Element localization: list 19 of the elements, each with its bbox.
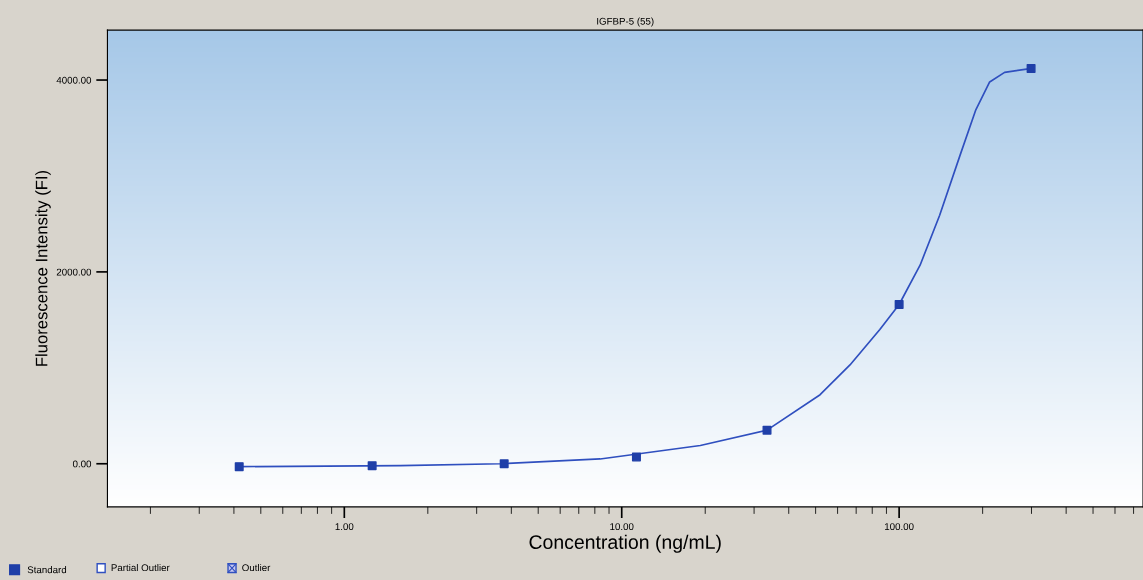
y-tick-label: 2000.00 (56, 268, 92, 276)
y-tick-label: 0.00 (72, 460, 92, 468)
x-tick-label: 1.00 (335, 523, 354, 531)
point (762, 425, 772, 435)
point (894, 300, 904, 310)
point (499, 459, 509, 469)
chart-title: IGFBP-5 (55) (597, 17, 654, 27)
y-axis-title: Fluorescence Intensity (FI) (35, 170, 51, 366)
point (631, 452, 641, 462)
point (1026, 64, 1036, 74)
x-tick-label: 10.00 (610, 523, 634, 531)
x-axis-title: Concentration (ng/mL) (529, 534, 721, 553)
point (367, 461, 377, 471)
text: Outlier (242, 563, 271, 572)
legend-label: Standard (27, 566, 67, 574)
text: Partial Outlier (111, 563, 170, 572)
y-tick-label: 4000.00 (56, 76, 92, 84)
x-tick-label: 100.00 (885, 523, 914, 531)
point (234, 462, 244, 472)
